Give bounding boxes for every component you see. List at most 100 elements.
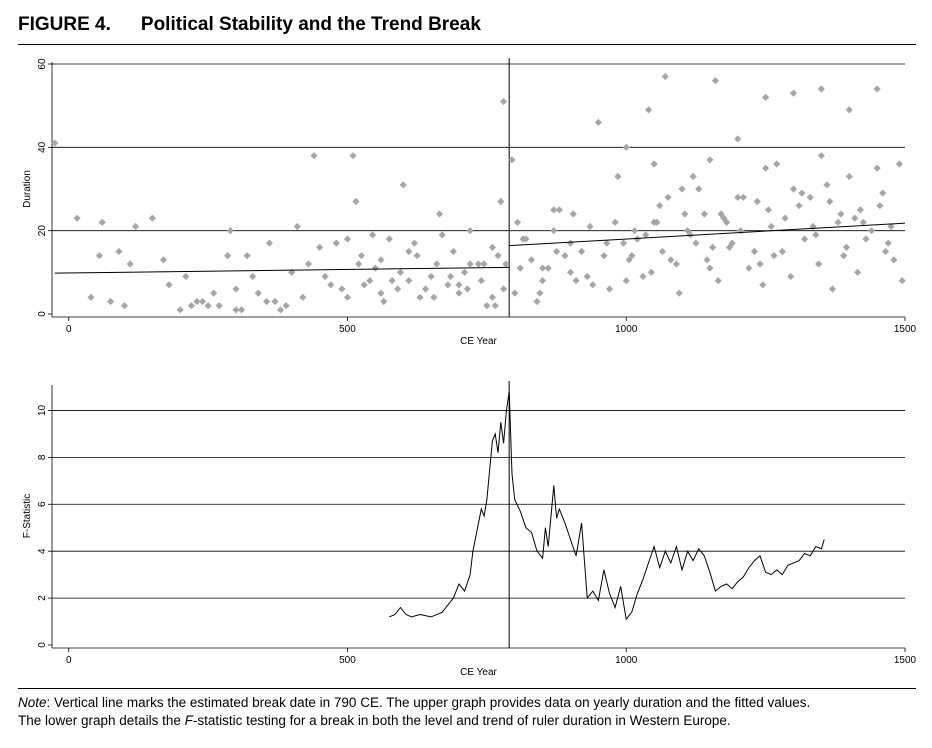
data-point (633, 235, 641, 243)
x-axis-title: CE Year (460, 336, 497, 347)
data-point (806, 193, 814, 201)
data-point (254, 289, 262, 297)
data-point (566, 239, 575, 247)
data-point (204, 302, 212, 310)
y-tick-label: 0 (37, 642, 48, 648)
data-point (672, 260, 681, 268)
note-lead: Note (18, 695, 47, 710)
data-point (656, 202, 664, 210)
figure-note: Note: Vertical line marks the estimated … (18, 694, 918, 730)
data-point (316, 243, 324, 251)
data-point (578, 247, 586, 256)
data-point (519, 235, 527, 243)
y-tick-label: 0 (37, 311, 48, 317)
data-point (466, 227, 474, 235)
data-point (750, 247, 759, 256)
data-point (789, 185, 798, 193)
x-tick-label: 0 (66, 324, 72, 335)
data-point (589, 281, 597, 289)
data-point (873, 85, 881, 93)
data-point (433, 260, 441, 268)
data-point (430, 293, 438, 301)
data-point (539, 277, 547, 285)
data-point (421, 285, 430, 293)
data-point (388, 277, 396, 285)
data-point (734, 193, 742, 201)
data-point (438, 231, 446, 239)
y-tick-label: 6 (37, 501, 48, 507)
data-point (480, 260, 488, 268)
header-rule (18, 44, 916, 45)
data-point (789, 89, 798, 97)
figure-header: FIGURE 4. Political Stability and the Tre… (18, 14, 481, 36)
data-point (198, 297, 207, 306)
data-point (778, 247, 786, 256)
data-point (355, 260, 363, 268)
data-point (644, 106, 653, 114)
figure-label: FIGURE 4. (18, 14, 111, 35)
data-point (232, 306, 240, 314)
data-point (586, 222, 594, 231)
data-point (310, 152, 318, 160)
data-point (887, 222, 895, 231)
data-point (745, 264, 753, 272)
data-point (360, 281, 368, 289)
data-point (661, 72, 669, 81)
fitted-value-line (509, 222, 906, 247)
data-point (271, 297, 279, 306)
data-point (720, 214, 728, 222)
data-point (293, 222, 301, 231)
data-point (675, 289, 683, 297)
y-axis-title: F-Statistic (22, 494, 33, 538)
y-tick-label: 10 (37, 404, 48, 416)
data-point (371, 264, 379, 272)
data-point (700, 210, 708, 218)
data-point (427, 272, 435, 281)
data-point (416, 293, 424, 301)
data-point (463, 285, 471, 293)
data-point (394, 285, 402, 293)
data-point (753, 197, 761, 206)
data-point (823, 181, 831, 189)
data-point (854, 268, 862, 276)
data-point (812, 231, 820, 239)
data-point (327, 281, 335, 289)
data-point (410, 239, 418, 247)
data-point (299, 293, 307, 301)
data-point (594, 118, 602, 126)
data-point (477, 277, 485, 285)
data-point (653, 218, 661, 226)
data-point (856, 206, 864, 214)
data-point (722, 218, 731, 226)
data-point (781, 214, 789, 222)
y-tick-label: 20 (37, 225, 48, 237)
data-point (511, 289, 519, 297)
data-point (683, 227, 692, 235)
data-point (840, 252, 848, 260)
data-point (686, 231, 694, 239)
data-point (572, 277, 580, 285)
data-point (494, 252, 502, 260)
data-point (368, 231, 377, 239)
data-point (460, 268, 469, 276)
data-point (692, 239, 700, 247)
data-point (126, 260, 134, 268)
data-point (739, 193, 747, 201)
data-point (405, 277, 413, 285)
duration-scatter-chart: 0 20 40 60 0 500 1000 1500 CE Year Duration (22, 58, 917, 347)
f-statistic-line-chart: 0 2 4 6 8 10 0 500 1000 1500 CE Year F-Statistic (22, 381, 917, 678)
data-point (377, 256, 385, 264)
data-point (499, 285, 508, 293)
data-point (338, 285, 346, 293)
data-point (828, 285, 837, 293)
data-point (516, 264, 524, 272)
data-point (566, 268, 575, 276)
data-point (622, 277, 630, 285)
data-point (176, 306, 184, 314)
data-point (762, 164, 770, 172)
data-point (678, 185, 686, 193)
data-point (787, 272, 795, 281)
data-point (224, 252, 232, 260)
data-point (795, 202, 803, 210)
data-point (263, 297, 271, 306)
